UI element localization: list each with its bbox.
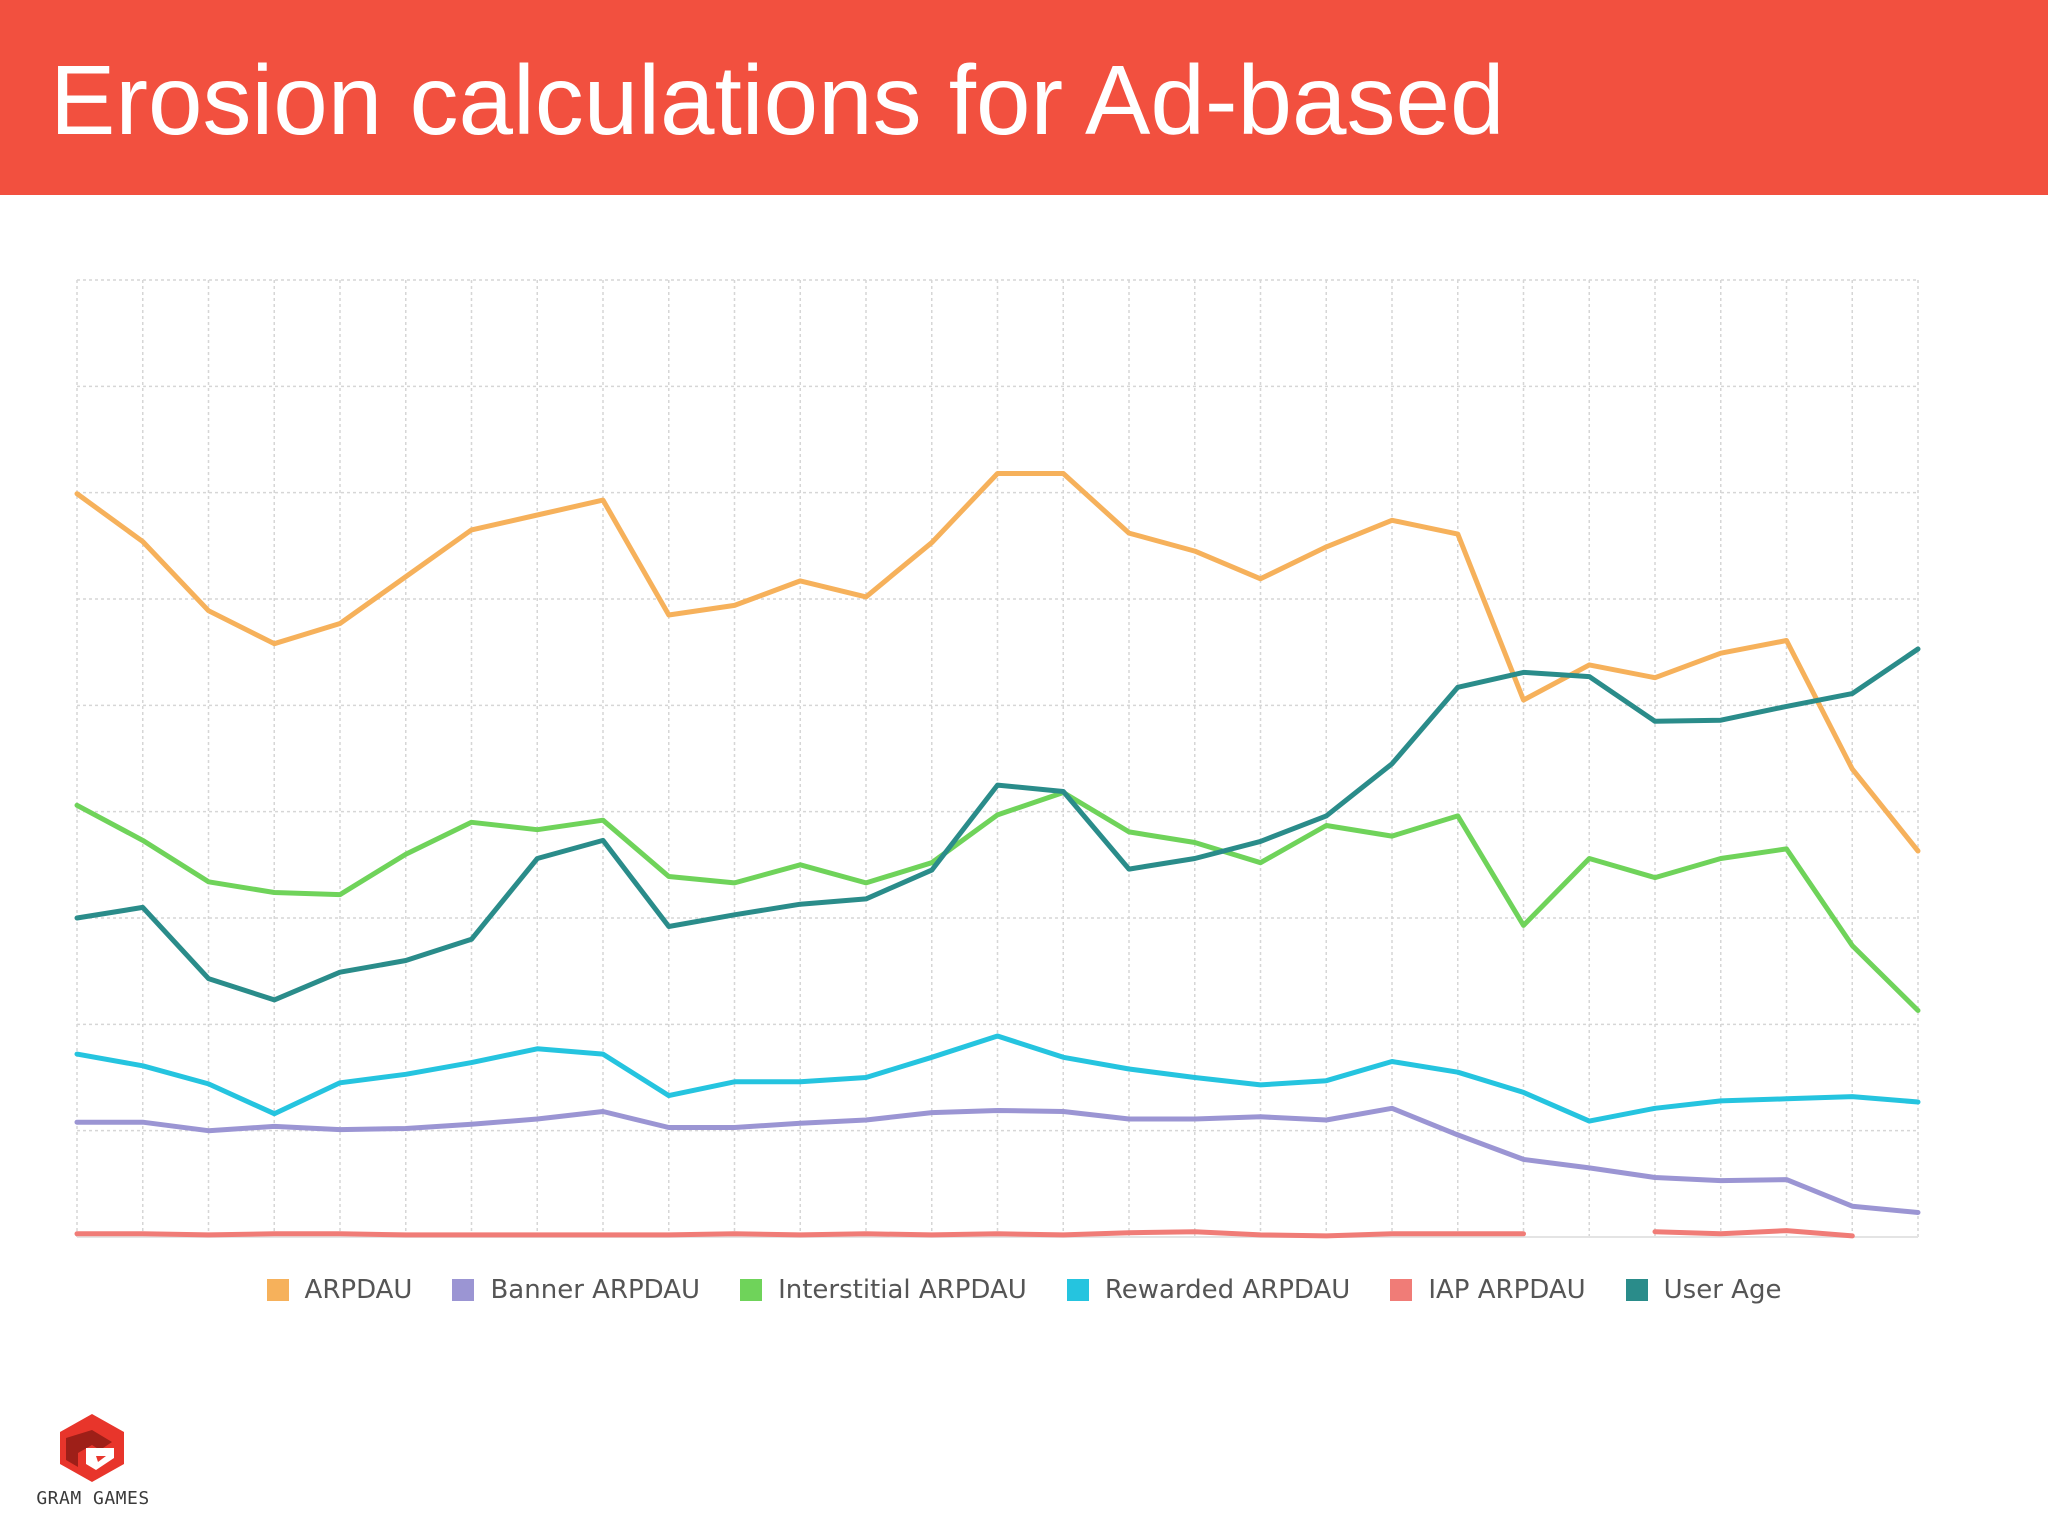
gram-games-logo-icon (60, 1414, 124, 1482)
legend-swatch (266, 1279, 289, 1301)
legend-label: IAP ARPDAU (1428, 1275, 1586, 1305)
legend-label: Rewarded ARPDAU (1104, 1275, 1351, 1305)
legend-item-arpdau: ARPDAU (266, 1275, 413, 1305)
legend-item-interstitial-arpdau: Interstitial ARPDAU (740, 1275, 1027, 1305)
legend-item-banner-arpdau: Banner ARPDAU (452, 1275, 700, 1305)
logo-text: GRAM GAMES (36, 1488, 150, 1509)
legend-swatch (740, 1279, 763, 1301)
legend-swatch (452, 1279, 475, 1301)
gram-games-logo: GRAM GAMES (28, 1412, 158, 1517)
legend-item-user-age: User Age (1625, 1275, 1782, 1305)
legend-label: Interstitial ARPDAU (778, 1275, 1027, 1305)
legend-label: ARPDAU (304, 1275, 413, 1305)
series-line-iap-arpdau (1652, 1228, 1855, 1239)
series-line-interstitial-arpdau (74, 790, 1921, 1013)
series-line-iap-arpdau (74, 1229, 1526, 1239)
series-line-arpdau (74, 471, 1921, 854)
legend-swatch (1390, 1279, 1413, 1301)
chart-legend: ARPDAU Banner ARPDAU Interstitial ARPDAU Re… (0, 1270, 2048, 1310)
legend-label: Banner ARPDAU (490, 1275, 701, 1305)
line-chart (74, 279, 1921, 1239)
legend-label: User Age (1663, 1275, 1782, 1305)
series-line-user-age (74, 646, 1921, 1003)
series-line-rewarded-arpdau (74, 1033, 1921, 1124)
legend-item-rewarded-arpdau: Rewarded ARPDAU (1066, 1275, 1351, 1305)
title-bar: Erosion calculations for Ad-based (0, 0, 2048, 195)
legend-item-iap-arpdau: IAP ARPDAU (1390, 1275, 1586, 1305)
legend-swatch (1066, 1279, 1089, 1301)
slide-title: Erosion calculations for Ad-based (50, 45, 1505, 155)
legend-swatch (1625, 1279, 1648, 1301)
series-line-banner-arpdau (74, 1105, 1921, 1215)
